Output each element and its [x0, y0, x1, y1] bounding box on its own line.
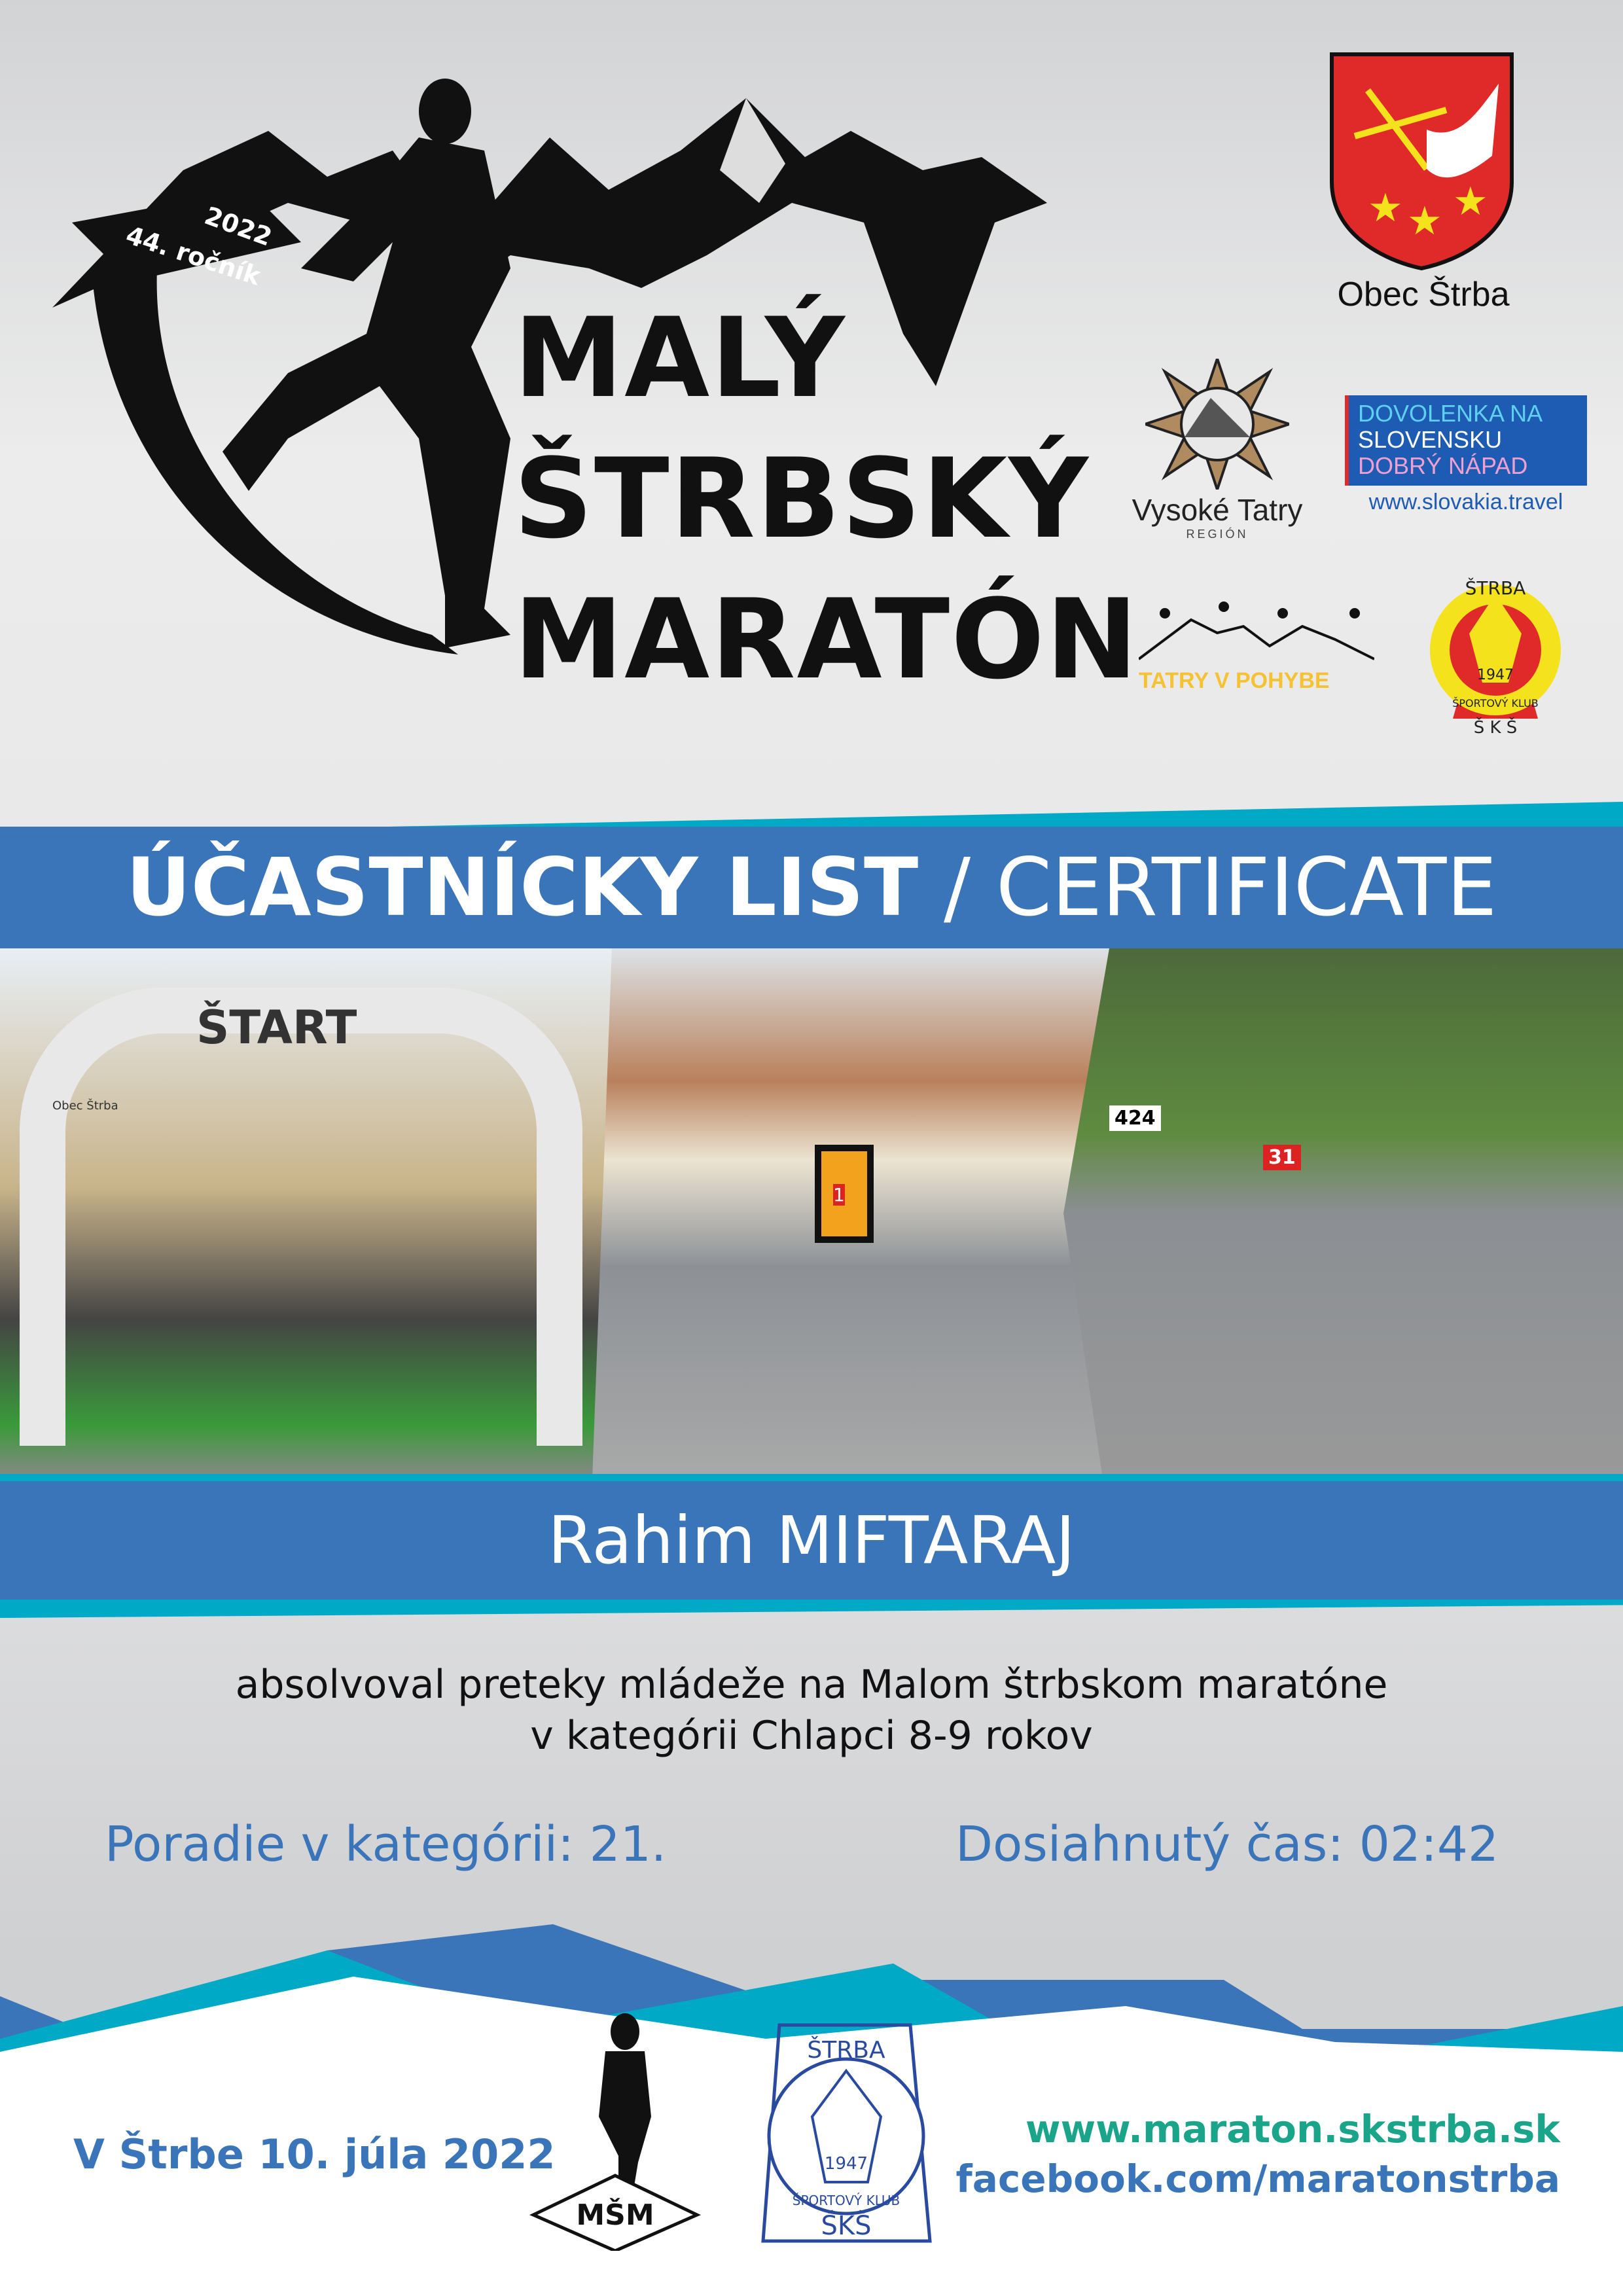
tatry-v-pohybe-logo: TATRY V POHYBE	[1137, 600, 1375, 698]
municipality-name: Obec Štrba	[1337, 276, 1510, 314]
sks-emblem-icon: ŠTRBA 1947 ŠPORTOVÝ KLUB Š K Š	[1430, 577, 1561, 738]
stamp-top: ŠTRBA	[807, 2036, 885, 2064]
facebook-link[interactable]: facebook.com/maratonstrba	[955, 2157, 1560, 2201]
slogan-line: DOVOLENKA NA	[1358, 400, 1543, 427]
svg-text:★: ★	[1368, 185, 1403, 231]
rank-label: Poradie v kategórii: 21.	[105, 1816, 667, 1873]
event-logo: 44. ročník 2022	[52, 72, 1126, 687]
stamp-bottom: ŠKŠ	[821, 2210, 871, 2241]
sks-stamp: ŠTRBA 1947 ŠPORTOVÝ KLUB ŠKŠ	[753, 2012, 940, 2251]
event-title: MALÝ ŠTRBSKÝ MARATÓN	[514, 288, 1139, 710]
certificate-title-bold: ÚČASTNÍCKY LIST	[126, 841, 919, 934]
slogan-line: SLOVENSKU	[1358, 426, 1503, 453]
photo-runner-finish: 1	[592, 948, 1109, 1479]
vysoke-tatry-logo: Vysoké Tatry REGIÓN	[1126, 354, 1309, 555]
title-line: MALÝ	[514, 294, 846, 422]
sun-mountain-icon	[1141, 354, 1294, 494]
bib-number: 1	[833, 1184, 845, 1206]
sks-bottom: Š K Š	[1474, 717, 1518, 738]
vysoke-tatry-name: Vysoké Tatry	[1132, 493, 1303, 527]
slovakia-url[interactable]: www.slovakia.travel	[1368, 490, 1563, 514]
shield-icon: ★ ★ ★	[1330, 52, 1514, 271]
slovakia-travel-logo: DOVOLENKA NA SLOVENSKU DOBRÝ NÁPAD	[1345, 395, 1587, 486]
achievement-text: absolvoval preteky mládeže na Malom štrb…	[235, 1662, 1388, 1708]
start-arch-text: ŠTART	[196, 1001, 357, 1054]
arch-logo-text: Obec Štrba	[52, 1099, 118, 1113]
bib-number: 424	[1109, 1105, 1161, 1131]
msm-text: MŠM	[576, 2197, 654, 2232]
sks-top: ŠTRBA	[1465, 577, 1526, 599]
obec-strba-coat-of-arms: ★ ★ ★	[1329, 51, 1515, 271]
time-label: Dosiahnutý čas: 02:42	[955, 1816, 1499, 1873]
sks-ring: ŠPORTOVÝ KLUB	[1452, 697, 1539, 709]
photo-start: ŠTART Obec Štrba	[0, 948, 612, 1479]
certificate-title-rest: / CERTIFICATE	[918, 841, 1497, 934]
category-text: v kategórii Chlapci 8-9 rokov	[530, 1713, 1093, 1759]
stamp-year: 1947	[825, 2154, 868, 2174]
svg-text:★: ★	[1453, 179, 1488, 224]
tatry-v-pohybe-text: TATRY V POHYBE	[1139, 668, 1330, 693]
participant-name: Rahim MIFTARAJ	[0, 1481, 1623, 1600]
svg-text:★: ★	[1407, 198, 1442, 244]
runner-mountains-icon: 44. ročník 2022	[52, 79, 1047, 655]
photo-runners: 424 31	[1063, 948, 1623, 1479]
sks-year: 1947	[1477, 667, 1514, 683]
mountain-sports-icon	[1137, 601, 1375, 660]
certificate-title: ÚČASTNÍCKY LIST / CERTIFICATE	[0, 827, 1623, 948]
teal-stripe	[0, 1474, 1623, 1482]
stamp-ring: ŠPORTOVÝ KLUB	[793, 2193, 900, 2208]
title-line: ŠTRBSKÝ	[514, 435, 1090, 563]
sks-logo: ŠTRBA 1947 ŠPORTOVÝ KLUB Š K Š	[1427, 568, 1564, 738]
teal-stripe	[0, 1600, 1623, 1618]
title-line: MARATÓN	[514, 575, 1139, 704]
website-link[interactable]: www.maraton.skstrba.sk	[1025, 2107, 1560, 2151]
slogan-line: DOBRÝ NÁPAD	[1358, 452, 1528, 479]
bib-number: 31	[1263, 1145, 1301, 1170]
stamp-icon: ŠTRBA 1947 ŠPORTOVÝ KLUB ŠKŠ	[761, 2023, 932, 2243]
msm-logo: MŠM	[527, 2012, 704, 2253]
vysoke-tatry-sub: REGIÓN	[1186, 528, 1249, 541]
event-date: V Štrbe 10. júla 2022	[73, 2130, 556, 2178]
runner-icon: MŠM	[529, 2013, 701, 2253]
